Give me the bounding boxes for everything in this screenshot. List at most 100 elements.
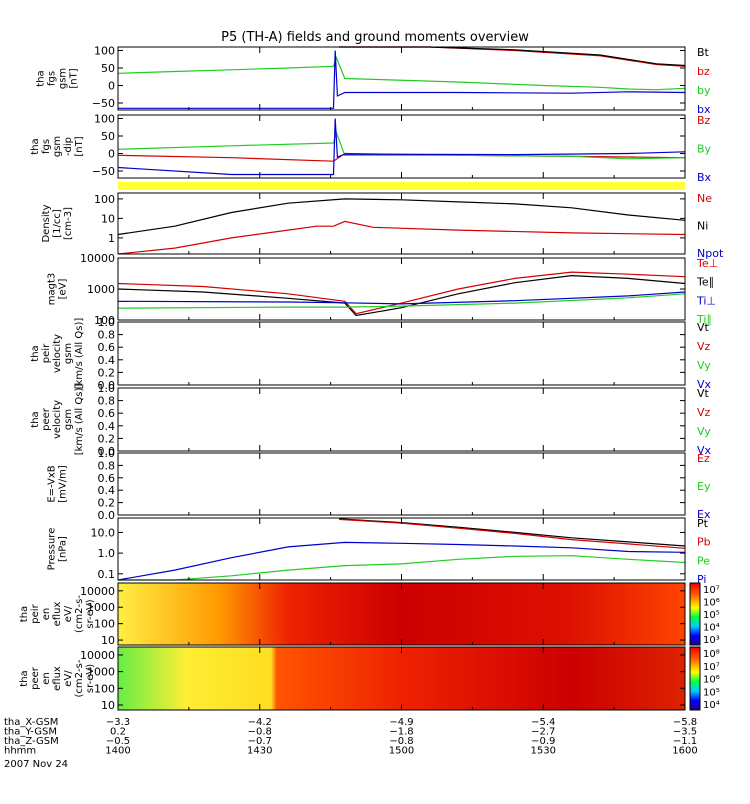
y-axis-label: [nT] [69, 68, 80, 88]
y-axis-label: gsm [58, 68, 69, 89]
panel-background [118, 388, 685, 451]
x-axis-value: −3.3 [106, 717, 130, 728]
y-tick-label: 0.8 [98, 329, 116, 342]
colorbar-tick-label: 10⁵ [703, 687, 720, 698]
y-axis-label: [eV] [58, 279, 69, 300]
y-axis-label: en [41, 608, 52, 621]
y-tick-label: 100 [94, 193, 115, 206]
y-axis-label: peir [41, 343, 52, 363]
y-tick-label: 1000 [87, 601, 115, 614]
x-axis-value: 1530 [531, 746, 556, 757]
panel-background [118, 258, 685, 320]
y-tick-label: 1 [108, 232, 115, 245]
x-axis-value: 1500 [389, 746, 414, 757]
y-axis-label: [1/cc] [52, 209, 63, 238]
y-tick-label: 10.0 [91, 526, 116, 539]
y-axis-label: peer [41, 407, 52, 431]
panel-8: 0.1 1.0 10.0 Pressure [nPa] Pt Pb Pe Pi [47, 517, 711, 586]
y-tick-label: 0.4 [98, 484, 116, 497]
x-axis-value: −0.8 [248, 727, 272, 738]
y-axis-label: eV/ [63, 605, 74, 622]
y-axis-label: -dip [63, 137, 74, 156]
legend-Bz: Bz [697, 114, 711, 127]
legend-Bt: Bt [697, 46, 710, 59]
y-axis-label: tha [36, 70, 47, 86]
legend-Npot: Npot [697, 247, 724, 260]
panel-2: −50 0 50 100 tha fgs gsm -dip [nT] Bz By Bx [30, 113, 712, 190]
y-tick-label: 0 [108, 148, 115, 161]
y-axis-label: (cm2-s- [74, 595, 85, 633]
y-tick-label: 50 [101, 130, 115, 143]
legend-Vx: Vx [697, 378, 712, 391]
legend-Vz: Vz [697, 340, 711, 353]
y-axis-label: gsm [63, 343, 74, 364]
y-axis-label: eflux [52, 666, 63, 691]
spectrogram [118, 583, 685, 645]
y-axis-label: fgs [47, 71, 58, 86]
y-tick-label: −50 [92, 165, 115, 178]
series-line-Pe [118, 555, 686, 581]
y-tick-label: 100 [94, 45, 115, 58]
x-axis-value: 0.2 [110, 727, 126, 738]
y-tick-label: 100 [94, 618, 115, 631]
legend-Vt: Vt [697, 321, 710, 334]
y-tick-label: 10 [101, 634, 115, 647]
y-tick-label: 10000 [80, 649, 115, 662]
y-axis-label: (cm2-s- [74, 659, 85, 697]
series-line-Bx [117, 118, 686, 176]
series-line-Te∥ [117, 274, 686, 317]
y-axis-label: Pressure [47, 528, 58, 571]
x-axis-value: −4.2 [248, 717, 272, 728]
legend-Ez: Ez [697, 452, 710, 465]
y-tick-label: 0.0 [98, 509, 116, 522]
y-tick-label: 1000 [87, 666, 115, 679]
quality-flag-bar [118, 182, 685, 190]
y-tick-label: 0.2 [98, 497, 116, 510]
colorbar-tick-label: 10⁷ [703, 585, 720, 596]
y-tick-label: 1.0 [98, 547, 116, 560]
legend-Pb: Pb [697, 536, 711, 549]
colorbar [689, 582, 701, 646]
y-tick-label: 0.6 [98, 341, 116, 354]
series-line-Te⊥ [117, 271, 686, 315]
legend-Vx: Vx [697, 444, 712, 457]
y-tick-label: 1.0 [98, 316, 116, 329]
legend-Vy: Vy [697, 359, 711, 372]
y-axis-label: tha [19, 670, 30, 686]
legend-Te⊥: Te⊥ [696, 257, 718, 270]
y-axis-label: magt3 [47, 273, 58, 306]
series-line-Ni [117, 198, 686, 236]
legend-Ne: Ne [697, 192, 712, 205]
y-tick-label: 1.0 [98, 382, 116, 395]
panel-1: −50 0 50 100 tha fgs gsm [nT] Bt bz by bx [36, 45, 711, 117]
legend-Ex: Ex [697, 508, 711, 521]
y-axis-label: velocity [52, 400, 63, 439]
legend-Ni: Ni [697, 220, 708, 233]
y-axis-label: fgs [41, 139, 52, 154]
y-axis-label: tha [30, 345, 41, 361]
colorbar-tick-label: 10⁷ [703, 662, 720, 673]
legend-Vt: Vt [697, 387, 710, 400]
x-axis-row-label: hhmm [4, 746, 36, 757]
y-axis-label: E=-VxB [47, 465, 58, 502]
y-tick-label: 0.1 [98, 568, 116, 581]
date-label: 2007 Nov 24 [4, 759, 68, 770]
y-tick-label: 100 [94, 682, 115, 695]
y-axis-label: [km/s (All Qs)] [74, 384, 85, 456]
legend-Pt: Pt [697, 517, 709, 530]
x-axis-row-label: tha_X-GSM [4, 717, 58, 728]
chart-title: P5 (TH-A) fields and ground moments over… [221, 30, 529, 45]
y-tick-label: 0.8 [98, 395, 116, 408]
x-axis-value: 1600 [672, 746, 697, 757]
legend-bx: bx [697, 103, 711, 116]
panel-background [118, 453, 685, 515]
y-axis-label: sr-eV) [85, 599, 96, 628]
y-tick-label: −50 [92, 97, 115, 110]
x-axis-row-label: tha_Y-GSM [4, 727, 57, 738]
